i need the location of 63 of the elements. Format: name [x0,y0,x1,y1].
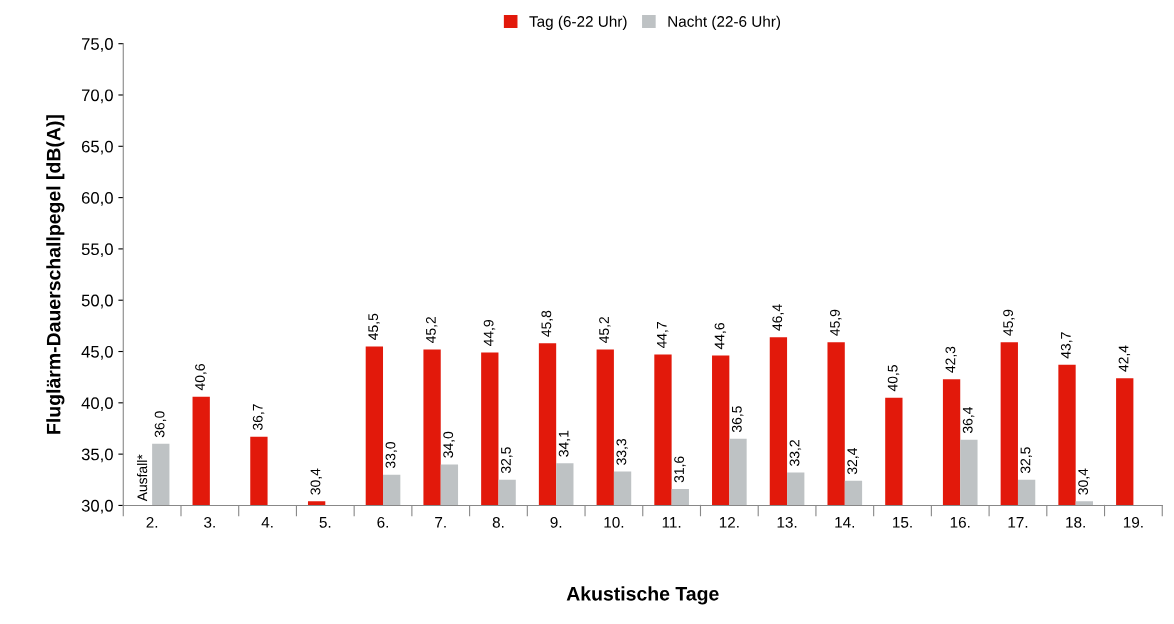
data-label: 45,5 [368,313,380,340]
y-tick-label: 55,0 [81,243,113,258]
x-tick-label: 6. [377,516,388,528]
data-label: 33,2 [789,440,802,466]
y-tick-label: 45,0 [81,345,113,360]
x-tick-label: 3. [204,516,215,528]
data-label: 36,5 [731,406,744,433]
data-label: 30,4 [310,468,323,495]
data-label: 31,6 [674,456,686,483]
data-label: 36,4 [962,406,975,434]
data-label: 45,9 [830,309,842,336]
x-tick-label: 8. [492,516,504,528]
x-tick-label: 14. [835,517,855,528]
x-tick-label: 10. [604,516,624,528]
x-tick-label: 16. [950,516,970,528]
data-label: 45,2 [599,316,611,343]
data-label: 36,0 [154,411,167,438]
x-tick-label: 19. [1123,516,1143,528]
x-tick-label: 11. [662,517,681,528]
data-label: 30,4 [1078,468,1090,495]
data-label: 45,9 [1003,309,1015,336]
data-label: 42,4 [1118,345,1131,372]
data-label: 33,3 [616,439,628,465]
x-tick-label: 9. [550,516,562,528]
data-label: 40,6 [195,364,207,391]
data-label: 34,1 [558,430,571,457]
x-tick-label: 18. [1066,516,1085,528]
data-label: 32,5 [501,447,513,474]
data-label: 44,7 [657,322,669,349]
data-label: 34,0 [443,431,455,458]
x-tick-label: 15. [893,517,912,528]
data-label: 32,4 [847,448,859,475]
y-tick-label: 50,0 [81,294,113,309]
legend-label: Tag (6-22 Uhr) [529,15,627,30]
data-label: 36,7 [252,404,265,430]
data-label: 40,5 [887,365,900,392]
x-tick-label: 4. [261,517,273,528]
data-label: 33,0 [385,442,398,468]
x-tick-label: 17. [1008,517,1028,528]
y-tick-label: 30,0 [81,499,113,514]
x-tick-label: 5. [319,517,331,528]
data-label: 43,7 [1060,332,1073,359]
data-label: 44,6 [714,323,727,350]
y-tick-label: 70,0 [81,89,113,104]
y-tick-label: 40,0 [81,397,113,411]
legend-label: Nacht (22-6 Uhr) [668,15,781,30]
x-tick-label: 2. [146,516,158,528]
y-axis-title: Fluglärm-Dauerschallpegel [dB(A)] [46,115,65,434]
data-label: 42,3 [945,346,957,373]
data-label: 45,8 [541,310,553,337]
y-tick-label: 65,0 [81,140,113,155]
y-tick-label: 60,0 [81,192,113,206]
y-tick-label: 75,0 [81,38,113,52]
data-label: 45,2 [425,316,438,343]
data-label: 44,9 [483,320,496,347]
data-label: 32,5 [1020,447,1032,474]
x-tick-label: 7. [435,517,446,528]
x-tick-label: 12. [719,516,739,528]
data-label: 46,4 [772,304,784,331]
x-tick-label: 13. [777,516,797,528]
x-axis-title: Akustische Tage [566,586,719,605]
y-tick-label: 35,0 [81,448,113,463]
annotation: Ausfall* [137,454,148,502]
